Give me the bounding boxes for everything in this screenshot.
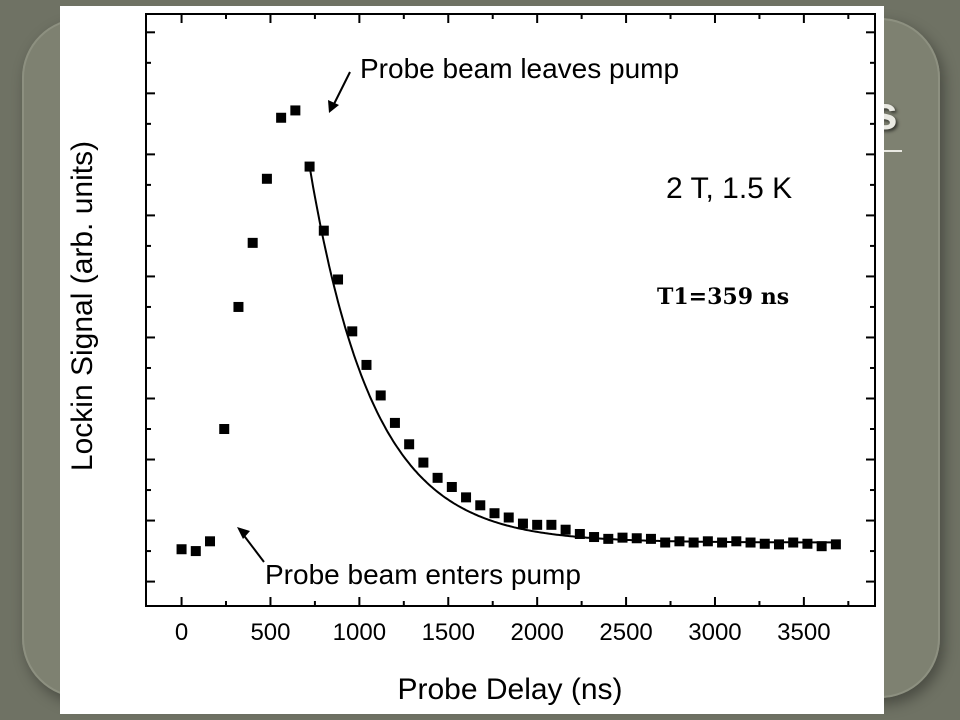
data-point: [276, 112, 287, 123]
arrowhead-leaves-pump: [328, 100, 339, 113]
data-point: [219, 424, 230, 435]
data-point: [830, 539, 841, 550]
data-point: [432, 472, 443, 483]
x-tick-label: 3500: [777, 619, 830, 646]
title-underline: [870, 150, 902, 152]
data-point: [318, 225, 329, 236]
fit-result-label: T1=359 ns: [657, 284, 789, 310]
annotation-leaves-pump: Probe beam leaves pump: [360, 53, 679, 84]
arrowhead-enters-pump: [237, 527, 250, 539]
data-point: [717, 537, 728, 548]
exponential-fit-curve: [308, 166, 840, 544]
axis-ticks: [146, 14, 875, 606]
data-point: [546, 519, 557, 530]
data-point: [233, 301, 244, 312]
lockin-signal-chart: 0 500 1000 1500 2000 2500 3000 3500 Probe Delay…: [66, 13, 876, 706]
arrow-enters-pump: [241, 532, 265, 563]
data-point: [674, 536, 685, 547]
data-point: [333, 274, 344, 285]
conditions-label: 2 T, 1.5 K: [666, 172, 792, 205]
data-point: [560, 524, 571, 535]
data-point: [745, 537, 756, 548]
data-point: [574, 528, 585, 539]
data-point: [660, 537, 671, 548]
x-tick-label: 1500: [422, 619, 475, 646]
data-point: [304, 161, 315, 172]
annotation-enters-pump: Probe beam enters pump: [265, 559, 581, 590]
data-point: [631, 533, 642, 544]
data-point: [773, 539, 784, 550]
data-point: [446, 481, 457, 492]
plot-frame-border: [145, 13, 876, 607]
data-point: [688, 537, 699, 548]
data-point: [247, 237, 258, 248]
data-point: [190, 546, 201, 557]
data-point: [361, 359, 372, 370]
x-axis-title: Probe Delay (ns): [397, 673, 622, 706]
data-point: [503, 512, 514, 523]
x-tick-label: 1000: [333, 619, 386, 646]
data-point: [389, 417, 400, 428]
x-tick-label: 0: [175, 619, 188, 646]
data-points: [176, 105, 841, 557]
x-tick-label: 2000: [510, 619, 563, 646]
data-point: [645, 533, 656, 544]
data-point: [347, 326, 358, 337]
x-tick-label: 2500: [599, 619, 652, 646]
data-point: [489, 508, 500, 519]
data-point: [759, 538, 770, 549]
data-point: [176, 544, 187, 555]
x-tick-labels: 0 500 1000 1500 2000 2500 3000 3500: [175, 619, 831, 646]
data-point: [731, 536, 742, 547]
data-point: [788, 537, 799, 548]
data-point: [589, 532, 600, 543]
data-point: [461, 492, 472, 503]
data-point: [617, 532, 628, 543]
data-point: [603, 533, 614, 544]
data-point: [517, 518, 528, 529]
x-tick-label: 3000: [688, 619, 741, 646]
data-point: [816, 541, 827, 552]
chart-card: 0 500 1000 1500 2000 2500 3000 3500 Probe Delay…: [60, 6, 884, 714]
data-point: [261, 173, 272, 184]
data-point: [205, 536, 216, 547]
data-point: [532, 519, 543, 530]
data-point: [290, 105, 301, 116]
arrow-leaves-pump: [332, 71, 351, 107]
data-point: [418, 457, 429, 468]
y-axis-title: Lockin Signal (arb. units): [66, 141, 99, 471]
x-tick-label: 500: [250, 619, 290, 646]
data-point: [802, 538, 813, 549]
data-point: [375, 390, 386, 401]
data-point: [702, 536, 713, 547]
data-point: [475, 500, 486, 511]
plot-frame: [145, 13, 876, 607]
data-point: [404, 439, 415, 450]
